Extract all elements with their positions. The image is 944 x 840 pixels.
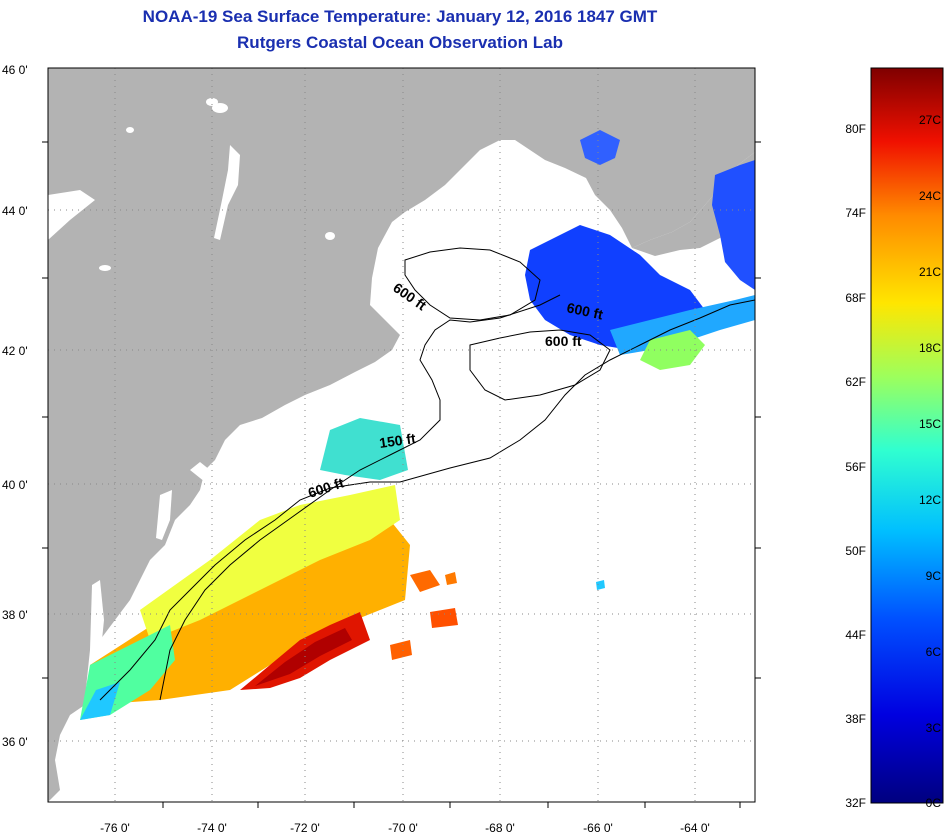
colorbar-fahrenheit-labels: 80F 74F 68F 62F 56F 50F 44F 38F 32F [845, 122, 866, 810]
colorbar-celsius-labels: 27C 24C 21C 18C 15C 12C 9C 6C 3C 0C [919, 113, 941, 810]
graticule [48, 68, 755, 802]
lon-label: -66 0' [583, 821, 613, 835]
lon-label: -76 0' [100, 821, 130, 835]
colorbar-c-label: 3C [926, 721, 942, 735]
colorbar-c-label: 0C [926, 796, 942, 810]
sst-southern-cyan [320, 418, 408, 480]
contour-label: 600 ft [565, 299, 604, 322]
contour-150ft-shelf [159, 294, 561, 701]
lon-label: -74 0' [197, 821, 227, 835]
contour-georges-bank [469, 329, 611, 401]
lat-label: 40 0' [2, 478, 28, 492]
lon-label: -70 0' [388, 821, 418, 835]
lon-label: -72 0' [290, 821, 320, 835]
lat-label: 44 0' [2, 204, 28, 218]
colorbar-f-label: 74F [845, 206, 866, 220]
sst-colorbar [870, 67, 944, 804]
colorbar-f-label: 80F [845, 122, 866, 136]
colorbar-c-label: 15C [919, 417, 941, 431]
lat-label: 46 0' [2, 63, 28, 77]
sst-warm-speckle-2 [430, 608, 458, 628]
contour-label: 600 ft [545, 333, 582, 349]
land-mass [48, 68, 755, 802]
colorbar-c-label: 27C [919, 113, 941, 127]
lat-label: 42 0' [2, 344, 28, 358]
map-subtitle: Rutgers Coastal Ocean Observation Lab [237, 33, 563, 52]
sst-warm-speckle-1 [410, 570, 440, 592]
colorbar-f-label: 56F [845, 460, 866, 474]
sst-yellow-band [140, 485, 400, 640]
colorbar-f-label: 44F [845, 628, 866, 642]
colorbar-f-label: 62F [845, 375, 866, 389]
map-title: NOAA-19 Sea Surface Temperature: January… [142, 7, 658, 26]
lon-label: -68 0' [485, 821, 515, 835]
sst-gulfstream-hot [255, 628, 352, 686]
contour-label: 150 ft [378, 430, 417, 451]
contour-gulf-of-maine [404, 247, 541, 321]
lon-label: -64 0' [680, 821, 710, 835]
colorbar-c-label: 21C [919, 265, 941, 279]
colorbar-c-label: 9C [926, 569, 942, 583]
sst-data-layer [80, 130, 755, 720]
map-frame [47, 67, 756, 803]
colorbar-f-label: 32F [845, 796, 866, 810]
lat-label: 38 0' [2, 608, 28, 622]
bathymetry-contours [99, 247, 755, 701]
latitude-labels: 46 0' 44 0' 42 0' 40 0' 38 0' 36 0' [2, 63, 28, 749]
colorbar-f-label: 68F [845, 291, 866, 305]
sst-cyan-speckle [596, 580, 605, 590]
colorbar-c-label: 6C [926, 645, 942, 659]
longitude-labels: -76 0' -74 0' -72 0' -70 0' -68 0' -66 0… [100, 821, 710, 835]
inland-lakes [48, 98, 335, 690]
colorbar-c-label: 18C [919, 341, 941, 355]
colorbar-f-label: 50F [845, 544, 866, 558]
sst-warm-speckle-3 [390, 640, 412, 660]
sst-coastal-cyan [80, 682, 120, 720]
colorbar-c-label: 12C [919, 493, 941, 507]
colorbar-f-label: 38F [845, 712, 866, 726]
contour-600ft-shelf [99, 299, 755, 701]
colorbar-c-label: 24C [919, 189, 941, 203]
sst-nova-scotia-blue [712, 160, 755, 290]
sst-bay-of-fundy-blue [580, 130, 620, 165]
frame-ticks [42, 141, 761, 808]
sst-warm-speckle-4 [445, 572, 457, 585]
map-area [48, 68, 755, 802]
lat-label: 36 0' [2, 735, 28, 749]
